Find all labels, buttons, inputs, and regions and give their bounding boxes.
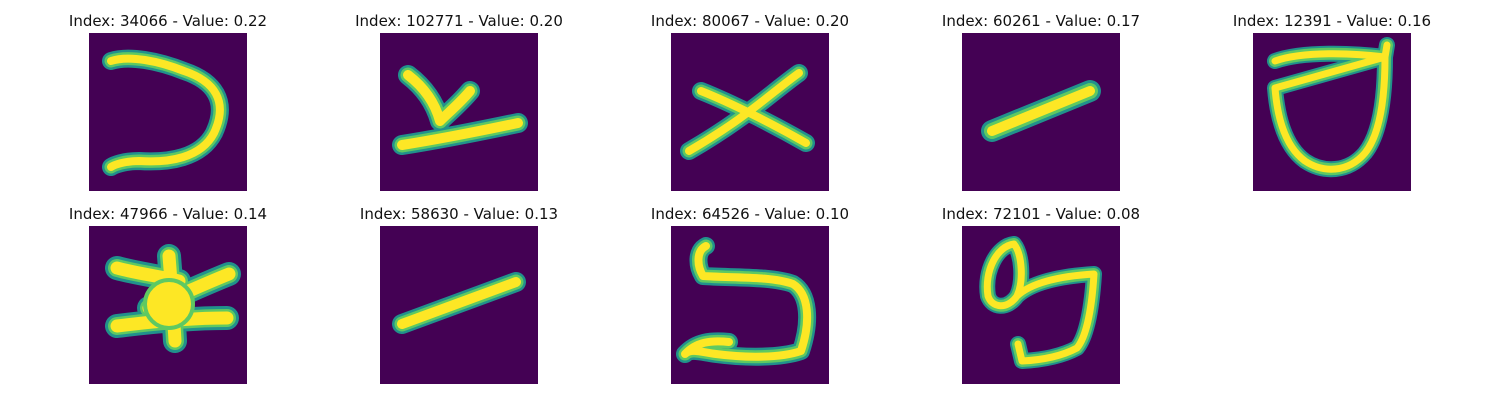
panel-title: Index: 102771 - Value: 0.20 (355, 12, 563, 30)
panel-title: Index: 12391 - Value: 0.16 (1232, 12, 1432, 30)
star-shape-glyph (89, 226, 247, 384)
y-shape-glyph (380, 33, 538, 191)
panel-title: Index: 34066 - Value: 0.22 (68, 12, 268, 30)
digit-image (962, 33, 1120, 191)
digit-image (380, 33, 538, 191)
digit-image (380, 226, 538, 384)
panel-title: Index: 58630 - Value: 0.13 (359, 205, 559, 223)
slash-shape-glyph (962, 33, 1120, 191)
digit-image (1253, 33, 1411, 191)
shield-shape-glyph (1253, 33, 1411, 191)
panel-title: Index: 64526 - Value: 0.10 (650, 205, 850, 223)
hook-shape-glyph (89, 33, 247, 191)
panel-title: Index: 80067 - Value: 0.20 (650, 12, 850, 30)
five-shape-glyph (671, 226, 829, 384)
digit-image (671, 226, 829, 384)
digit-image (89, 33, 247, 191)
digit-image (89, 226, 247, 384)
digit-image (962, 226, 1120, 384)
slash-shape-glyph (380, 226, 538, 384)
panel-title: Index: 60261 - Value: 0.17 (941, 12, 1141, 30)
loop-shape-glyph (962, 226, 1120, 384)
panel-title: Index: 47966 - Value: 0.14 (68, 205, 268, 223)
digit-image (671, 33, 829, 191)
x-shape-glyph (671, 33, 829, 191)
panel-title: Index: 72101 - Value: 0.08 (941, 205, 1141, 223)
